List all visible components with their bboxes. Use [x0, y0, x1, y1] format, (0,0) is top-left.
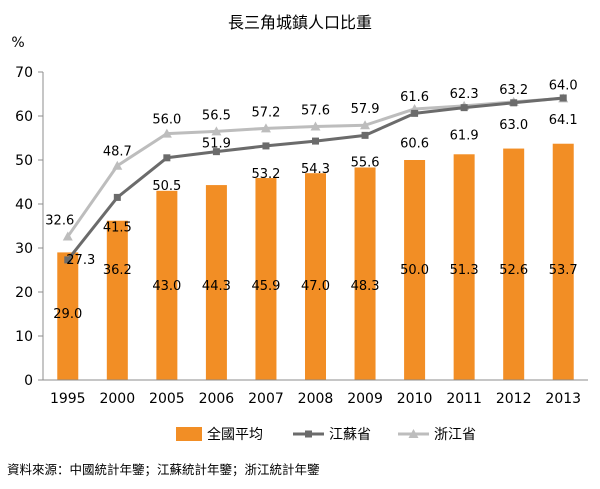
data-label-jiangsu: 51.9 [202, 137, 231, 152]
jiangsu-point [559, 94, 567, 102]
zhejiang-point [211, 126, 222, 136]
data-label-jiangsu: 60.6 [400, 136, 429, 151]
x-axis: 1995 2000 2005 2006 2007 2008 2009 2010 2011 2012… [50, 391, 581, 407]
jiangsu-point [113, 193, 121, 201]
data-label-zhejiang: 56.5 [202, 108, 231, 123]
data-label-zhejiang: 48.7 [103, 145, 132, 160]
x-tick-label: 2011 [446, 391, 482, 407]
data-labels: 29.0 36.2 43.0 44.3 45.9 47.0 48.3 50.0 51.3 52.6… [45, 78, 577, 322]
data-label-national-average: 43.0 [152, 279, 181, 294]
data-label-jiangsu: 54.3 [301, 162, 330, 177]
line-series [62, 93, 569, 264]
bar-national-average [503, 148, 525, 380]
y-tick-label: 40 [15, 197, 33, 213]
y-tick-label: 10 [15, 329, 33, 345]
zhejiang-point [260, 123, 271, 133]
data-label-zhejiang: 57.2 [251, 105, 280, 120]
legend-label-zhejiang: 浙江省 [434, 427, 476, 443]
jiangsu-point [262, 142, 270, 150]
data-label-national-average: 36.2 [103, 263, 132, 278]
jiangsu-point [163, 154, 171, 162]
y-tick-label: 60 [15, 109, 33, 125]
jiangsu-point [361, 131, 369, 139]
y-tick-label: 30 [15, 241, 33, 257]
jiangsu-point [510, 99, 518, 107]
bar-national-average [354, 167, 376, 380]
jiangsu-point [312, 137, 319, 145]
data-label-national-average: 45.9 [251, 279, 280, 294]
zhejiang-point [310, 121, 321, 131]
data-label-national-average: 51.3 [450, 263, 479, 278]
data-label-national-average: 48.3 [351, 279, 380, 294]
data-label-national-average: 53.7 [549, 263, 578, 278]
legend-marker-zhejiang [408, 429, 419, 438]
data-label-jiangsu: 63.0 [499, 118, 528, 133]
data-label-zhejiang: 57.9 [351, 102, 380, 117]
data-label-national-average: 52.6 [499, 263, 528, 278]
bar-national-average [552, 143, 574, 380]
bar-national-average [57, 252, 79, 380]
data-label-jiangsu: 53.2 [251, 167, 280, 182]
data-label-zhejiang: 62.3 [450, 87, 479, 102]
axis-lines [42, 72, 588, 381]
data-label-zhejiang: 64.0 [549, 78, 578, 93]
jiangsu-point [411, 109, 419, 117]
bar-national-average [205, 185, 227, 380]
data-label-jiangsu: 27.3 [66, 253, 95, 268]
zhejiang-point [112, 160, 123, 170]
bar-national-average [453, 154, 475, 380]
data-label-zhejiang: 57.6 [301, 104, 330, 119]
x-tick-label: 2007 [248, 391, 284, 407]
bar-national-average [156, 190, 178, 380]
y-tick-label: 20 [15, 285, 33, 301]
bar-national-average [255, 178, 277, 380]
x-tick-label: 2005 [149, 391, 185, 407]
zhejiang-point [360, 120, 371, 130]
x-tick-label: 2010 [397, 391, 433, 407]
data-label-jiangsu: 41.5 [103, 220, 132, 235]
data-label-jiangsu: 64.1 [549, 113, 578, 128]
jiangsu-point [212, 148, 220, 156]
data-label-national-average: 50.0 [400, 263, 429, 278]
bar-national-average [404, 160, 426, 380]
legend-swatch-national-average [176, 427, 202, 441]
zhejiang-point [62, 231, 73, 241]
source-note: 資料來源：中國統計年鑒；江蘇統計年鑒；浙江統計年鑒 [7, 462, 320, 477]
bar-series [57, 143, 574, 380]
jiangsu-point [460, 104, 468, 112]
y-axis-unit: % [11, 35, 24, 51]
data-label-jiangsu: 61.9 [450, 129, 479, 144]
x-tick-label: 2012 [496, 391, 532, 407]
data-label-jiangsu: 55.6 [351, 155, 380, 170]
data-label-national-average: 47.0 [301, 279, 330, 294]
x-tick-label: 2000 [99, 391, 135, 407]
data-label-zhejiang: 32.6 [45, 214, 74, 229]
y-axis: 0 10 20 30 40 50 60 70 [15, 65, 43, 389]
chart-title: 長三角城鎮人口比重 [228, 13, 372, 32]
jiangsu-point [64, 256, 72, 264]
x-tick-label: 1995 [50, 391, 86, 407]
data-label-national-average: 29.0 [53, 307, 82, 322]
bar-national-average [106, 220, 128, 380]
data-label-national-average: 44.3 [202, 279, 231, 294]
data-label-zhejiang: 56.0 [152, 113, 181, 128]
y-tick-label: 0 [24, 373, 33, 389]
legend-label-jiangsu: 江蘇省 [329, 427, 371, 443]
chart-legend: 全國平均 江蘇省 浙江省 [176, 426, 476, 443]
x-tick-label: 2009 [347, 391, 383, 407]
x-tick-label: 2006 [199, 391, 235, 407]
data-label-zhejiang: 61.6 [400, 90, 429, 105]
x-tick-label: 2008 [298, 391, 334, 407]
y-tick-label: 70 [15, 65, 33, 81]
x-tick-label: 2013 [545, 391, 581, 407]
legend-label-national-average: 全國平均 [207, 426, 263, 443]
data-label-jiangsu: 50.5 [152, 179, 181, 194]
y-tick-label: 50 [15, 153, 33, 169]
legend-marker-jiangsu [305, 430, 312, 438]
bar-national-average [305, 173, 326, 380]
zhejiang-point [161, 128, 172, 138]
data-label-zhejiang: 63.2 [499, 83, 528, 98]
